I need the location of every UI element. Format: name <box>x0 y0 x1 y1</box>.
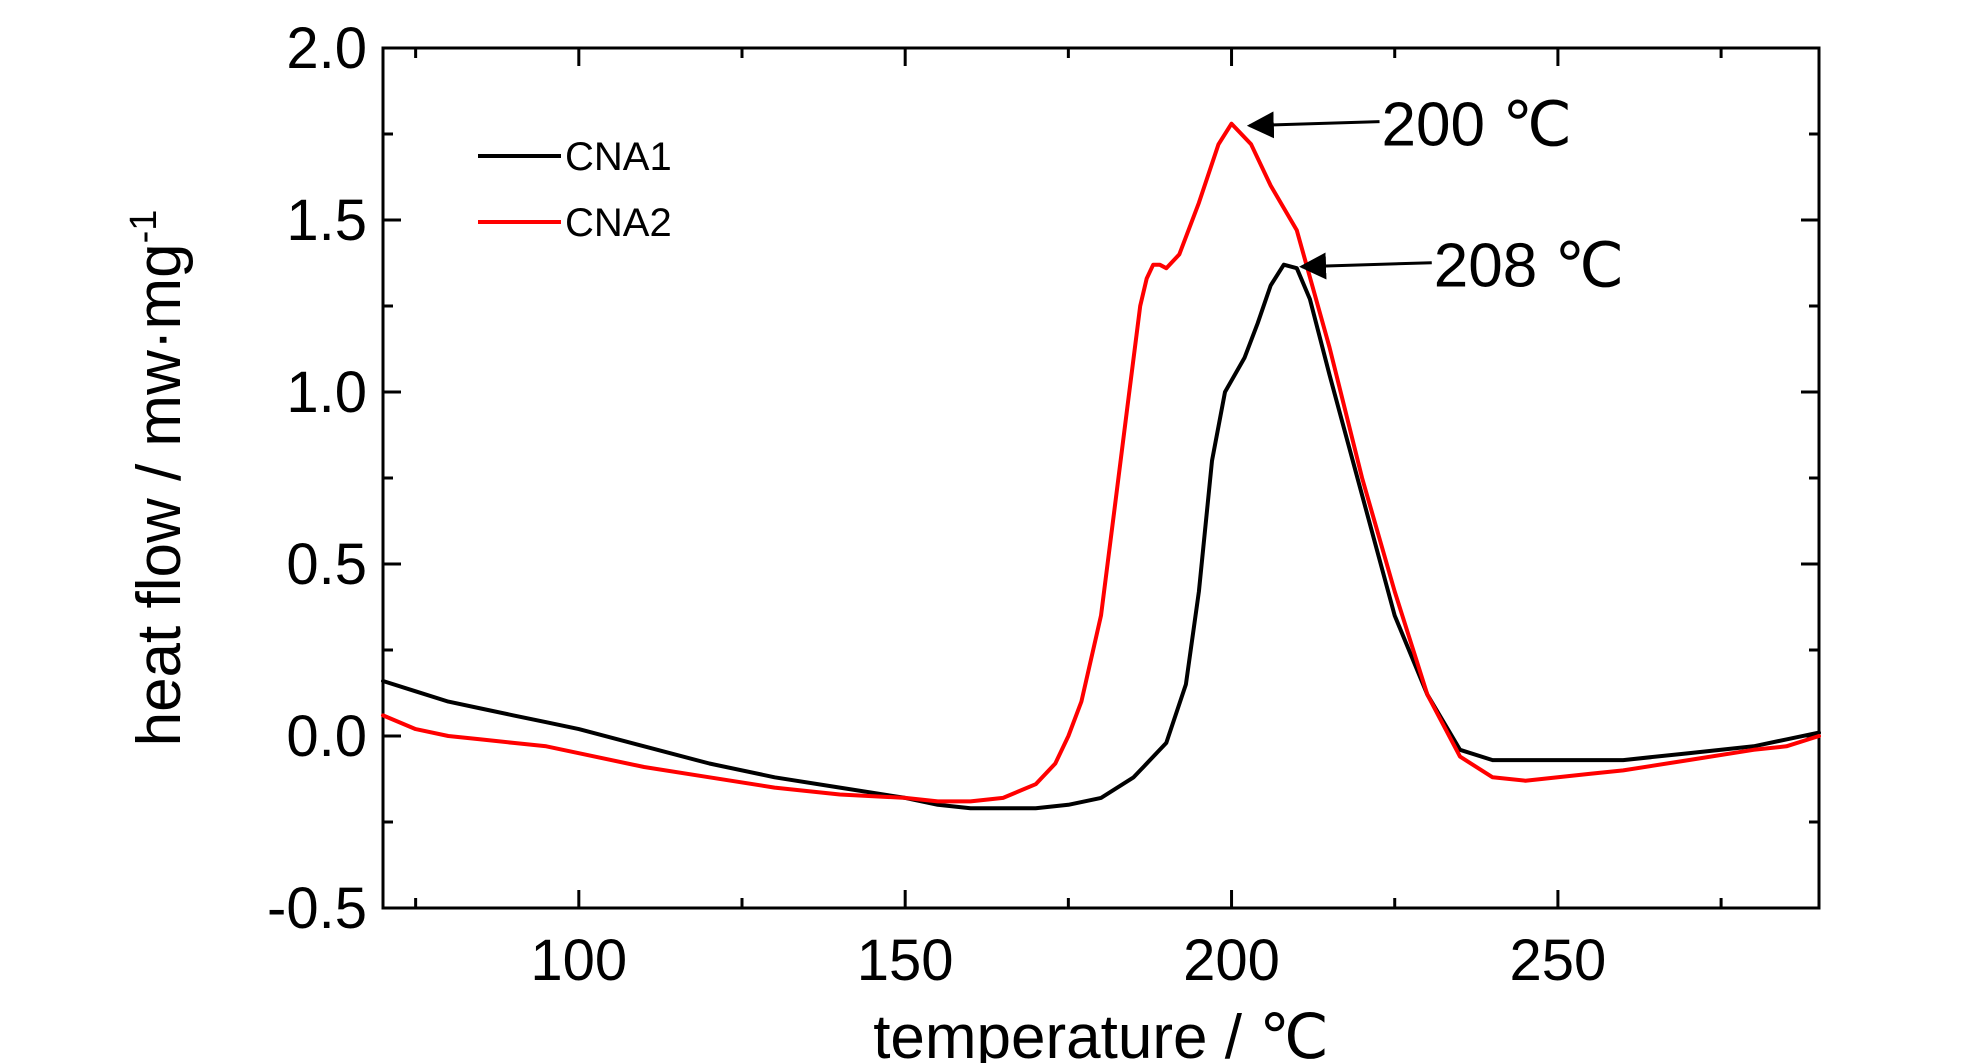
y-axis-title-base: heat flow / mw·mg <box>125 243 194 746</box>
x-tick-label: 100 <box>530 928 627 993</box>
x-tick-label: 150 <box>857 928 954 993</box>
y-tick-label: -0.5 <box>267 876 367 941</box>
annotations: 200 ℃ 208 ℃ <box>1246 91 1624 301</box>
y-tick-label: 2.0 <box>286 16 367 81</box>
legend-label-cna2: CNA2 <box>565 201 672 245</box>
annotation-arrow <box>1246 111 1380 139</box>
x-tick-labels: 100 150 200 250 <box>530 928 1606 993</box>
x-axis-title: temperature / ℃ <box>873 1003 1329 1063</box>
y-tick-label: 1.0 <box>286 360 367 425</box>
y-axis-title-superscript: -1 <box>123 210 165 244</box>
series-line-cna1 <box>381 262 1821 811</box>
y-tick-label: 0.0 <box>286 704 367 769</box>
y-tick-label: 0.5 <box>286 532 367 597</box>
series-layer <box>381 121 1821 811</box>
x-tick-label: 200 <box>1183 928 1280 993</box>
legend: CNA1 CNA2 <box>478 135 672 245</box>
annotation-label: 208 ℃ <box>1434 232 1624 301</box>
series-line-cna2 <box>381 121 1821 804</box>
y-tick-labels: -0.5 0.0 0.5 1.0 1.5 2.0 <box>267 16 367 941</box>
legend-label-cna1: CNA1 <box>565 135 672 179</box>
y-tick-label: 1.5 <box>286 188 367 253</box>
y-axis-title: heat flow / mw·mg-1 <box>123 210 194 747</box>
annotation-label: 200 ℃ <box>1382 91 1572 160</box>
annotation-arrow <box>1299 252 1432 280</box>
x-tick-label: 250 <box>1510 928 1607 993</box>
